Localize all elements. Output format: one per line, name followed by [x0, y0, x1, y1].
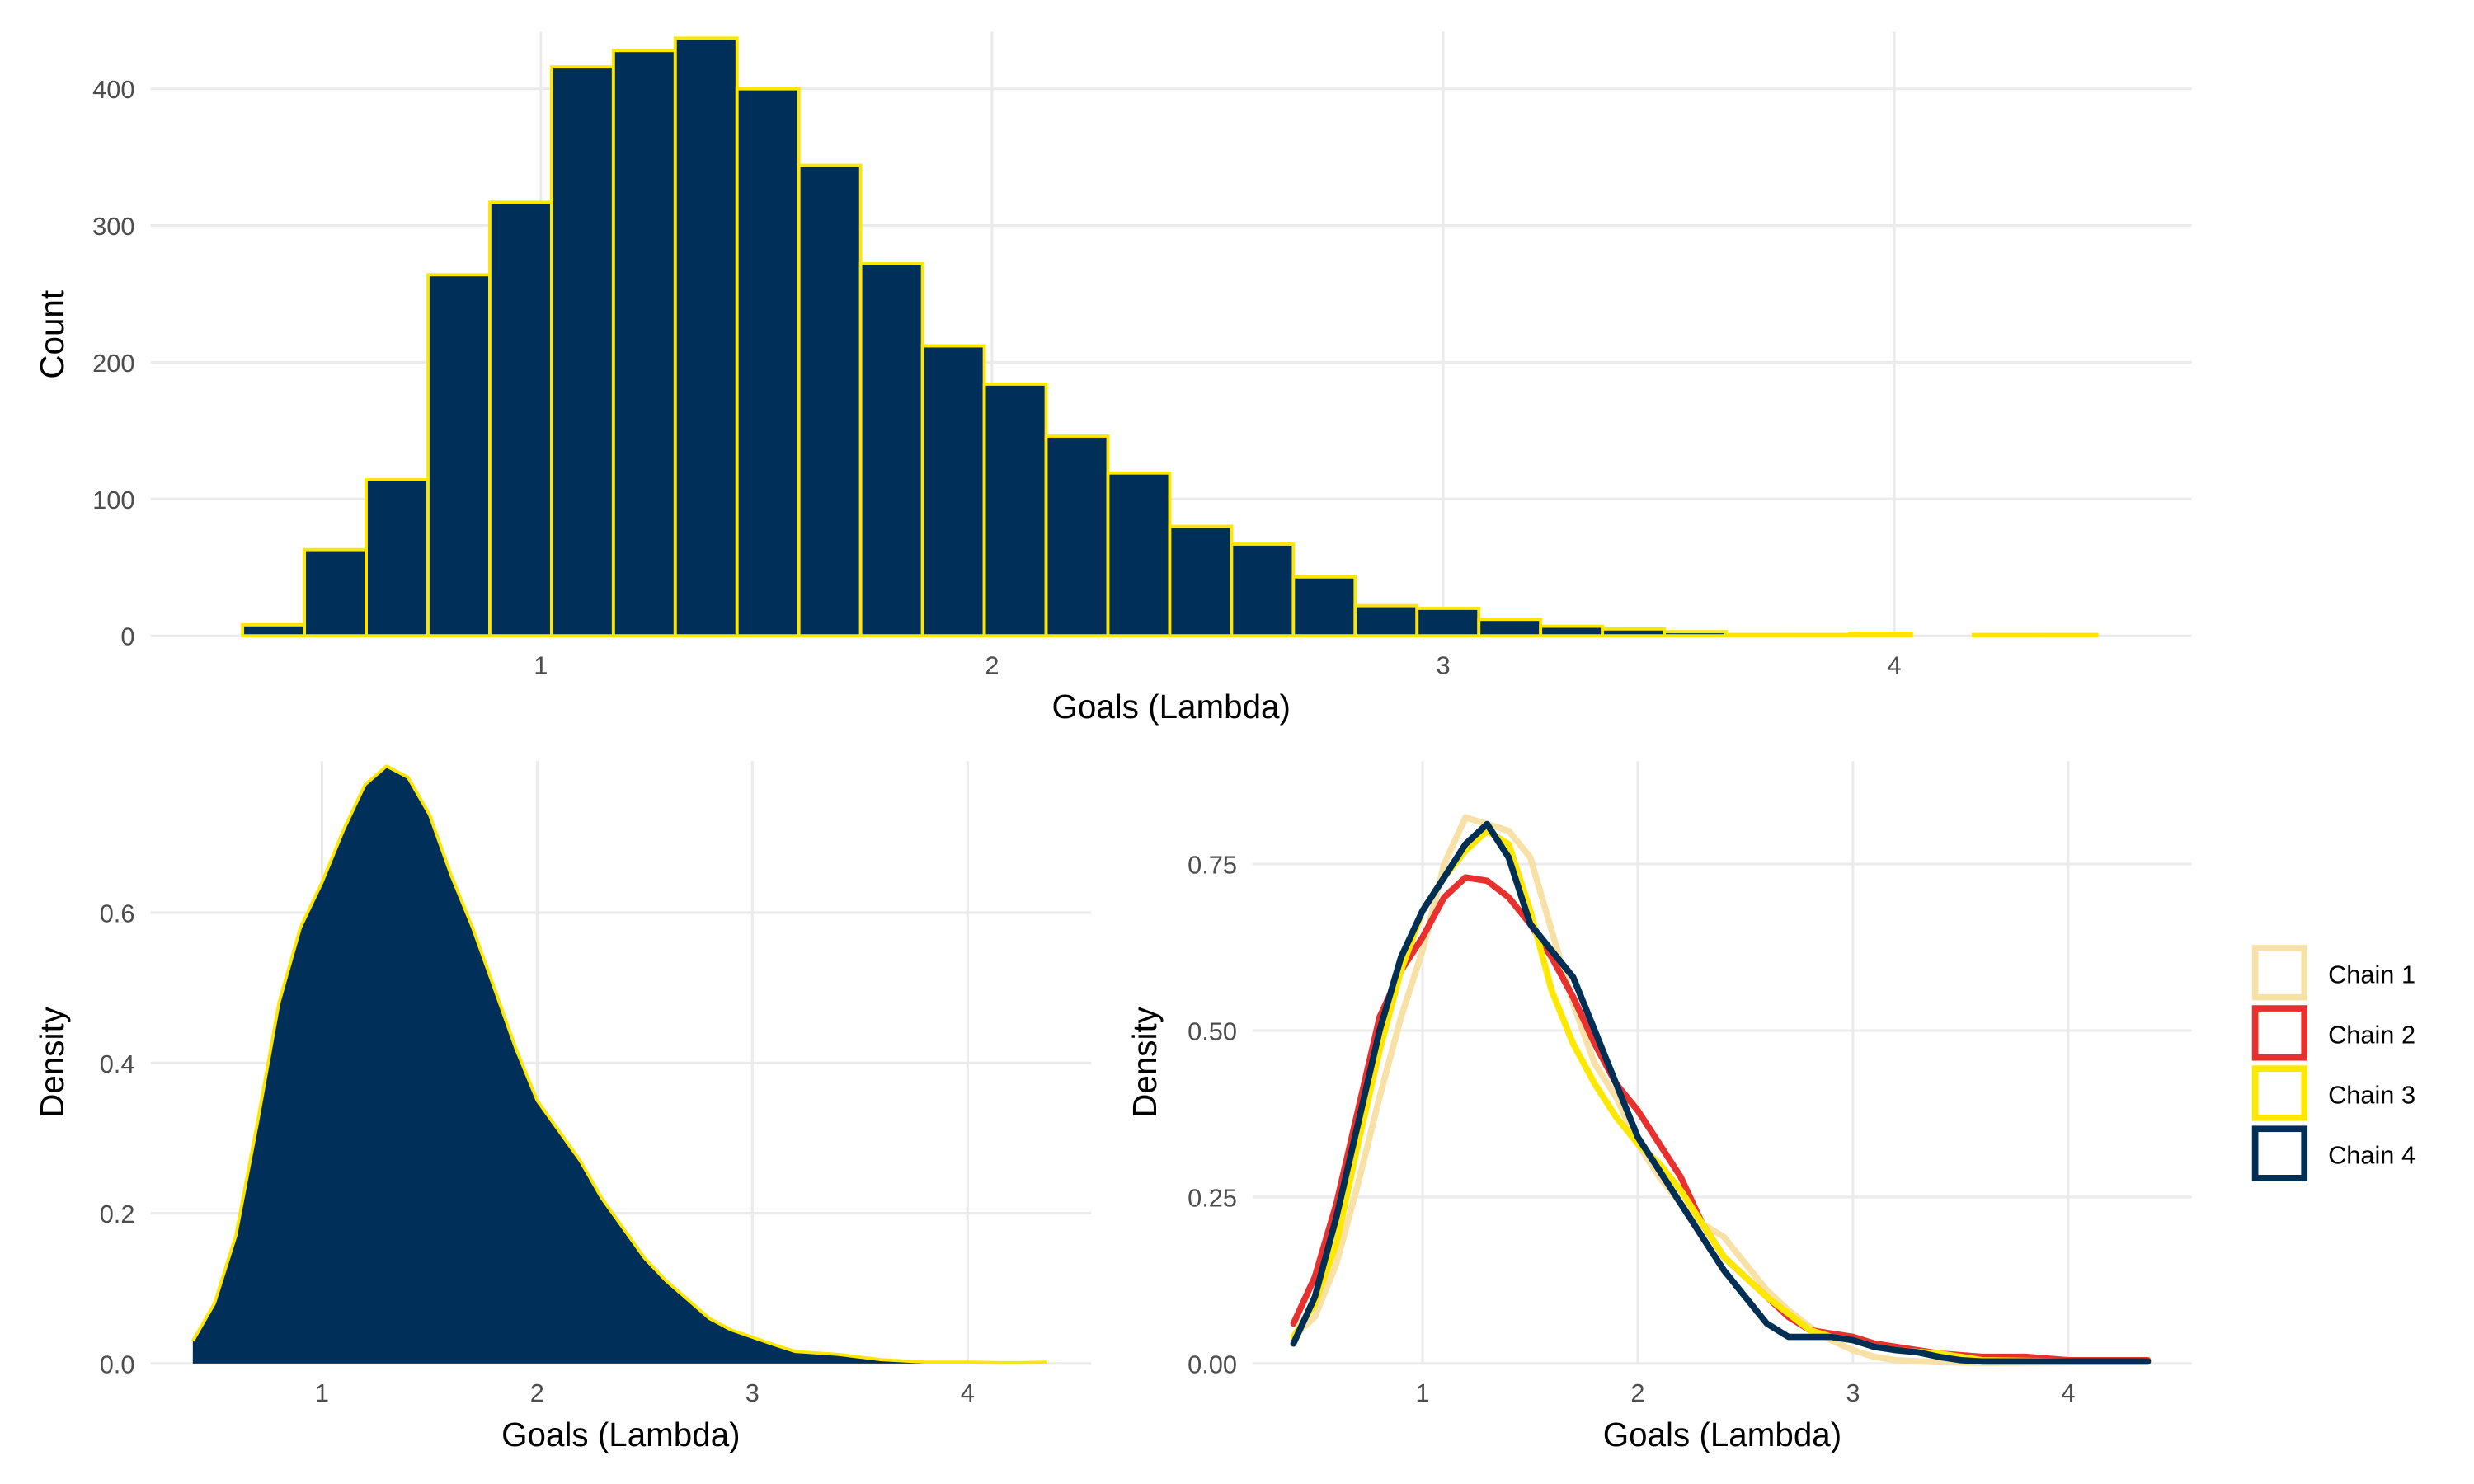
y-tick-label: 0.75: [1188, 851, 1237, 880]
histogram-bar: [1724, 632, 1790, 638]
histogram-bar: [1477, 618, 1543, 638]
x-tick-label: 3: [745, 1378, 760, 1407]
histogram-bar: [1663, 630, 1728, 638]
histogram-bar: [1848, 631, 1913, 638]
y-tick-label: 0.25: [1188, 1183, 1237, 1212]
x-tick-label: 4: [1888, 650, 1902, 679]
legend-key-chain-2: [2251, 1005, 2308, 1061]
histogram-bar: [365, 478, 430, 638]
x-tick-label: 1: [534, 650, 548, 679]
y-tick-label: 0.4: [100, 1050, 135, 1078]
x-tick-label: 3: [1436, 650, 1450, 679]
histogram-bar: [303, 547, 368, 638]
legend-label-chain-3: Chain 3: [2328, 1080, 2415, 1109]
y-tick-label: 400: [92, 75, 134, 104]
histogram-bar: [1539, 624, 1605, 638]
x-tick-label: 2: [530, 1378, 544, 1407]
x-axis-title: Goals (Lambda): [1051, 688, 1291, 726]
x-tick-label: 1: [1415, 1378, 1429, 1407]
density-area: [192, 766, 1047, 1364]
histogram-bar: [1291, 575, 1357, 638]
x-tick-label: 3: [1846, 1378, 1860, 1407]
y-tick-label: 100: [92, 486, 134, 514]
legend-label-chain-4: Chain 4: [2328, 1141, 2415, 1170]
histogram-bar: [1971, 632, 2037, 638]
y-axis-title: Density: [1126, 1006, 1164, 1117]
x-axis-title: Goals (Lambda): [501, 1416, 741, 1453]
x-axis-title: Goals (Lambda): [1603, 1416, 1842, 1453]
histogram-bar: [2033, 632, 2099, 638]
chain-density-panel: 1 2 3 4 0.00 0.25 0.50 0.75 Goals (Lambda) Densit…: [1126, 761, 2415, 1453]
histogram-bar: [982, 383, 1048, 638]
y-axis-title: Density: [33, 1006, 71, 1117]
chain-line-4: [1290, 820, 2152, 1365]
density-panel: 1 2 3 4 0.0 0.2 0.4 0.6 Goals (Lambda) Density: [33, 761, 1092, 1453]
histogram-bar: [1106, 471, 1172, 638]
histogram-bar: [858, 262, 924, 638]
histogram-bar: [1353, 603, 1419, 638]
y-tick-label: 0.6: [100, 899, 135, 928]
legend-key-chain-1: [2251, 945, 2308, 1001]
histogram-bar: [673, 36, 739, 638]
legend-label-chain-2: Chain 2: [2328, 1020, 2415, 1049]
histogram-bar: [1044, 434, 1110, 638]
x-tick-label: 1: [315, 1378, 329, 1407]
legend-label-chain-1: Chain 1: [2328, 960, 2415, 989]
histogram-bar: [735, 87, 801, 638]
histogram-bar: [1168, 524, 1234, 638]
histogram-bar: [1786, 632, 1851, 638]
histogram-bar: [920, 344, 986, 638]
histogram-bar: [797, 163, 863, 638]
x-tick-label: 4: [2061, 1378, 2075, 1407]
x-tick-label: 4: [961, 1378, 975, 1407]
legend-key-chain-3: [2251, 1065, 2308, 1121]
y-tick-label: 0: [120, 622, 134, 651]
y-tick-label: 200: [92, 349, 134, 378]
histogram-bar: [611, 49, 677, 638]
y-axis-title: Count: [33, 290, 71, 379]
density-outline: [191, 764, 1047, 1364]
histogram-bar: [488, 200, 553, 638]
histogram-bar: [549, 65, 615, 638]
histogram-panel: 1 2 3 4 0 100 200 300 400 Goals (Lambda) Count: [33, 31, 2192, 726]
y-tick-label: 300: [92, 212, 134, 241]
legend-key-chain-4: [2251, 1125, 2308, 1181]
y-tick-label: 0.2: [100, 1200, 135, 1228]
y-tick-label: 0.00: [1188, 1350, 1237, 1378]
histogram-bar: [1415, 607, 1481, 638]
histogram-bar: [1601, 627, 1667, 638]
histogram-bar: [426, 273, 492, 638]
x-tick-label: 2: [1630, 1378, 1644, 1407]
x-tick-label: 2: [985, 650, 999, 679]
histogram-bar: [241, 622, 307, 638]
y-tick-label: 0.0: [100, 1350, 135, 1378]
y-tick-label: 0.50: [1188, 1017, 1237, 1046]
histogram-bar: [1230, 542, 1296, 638]
